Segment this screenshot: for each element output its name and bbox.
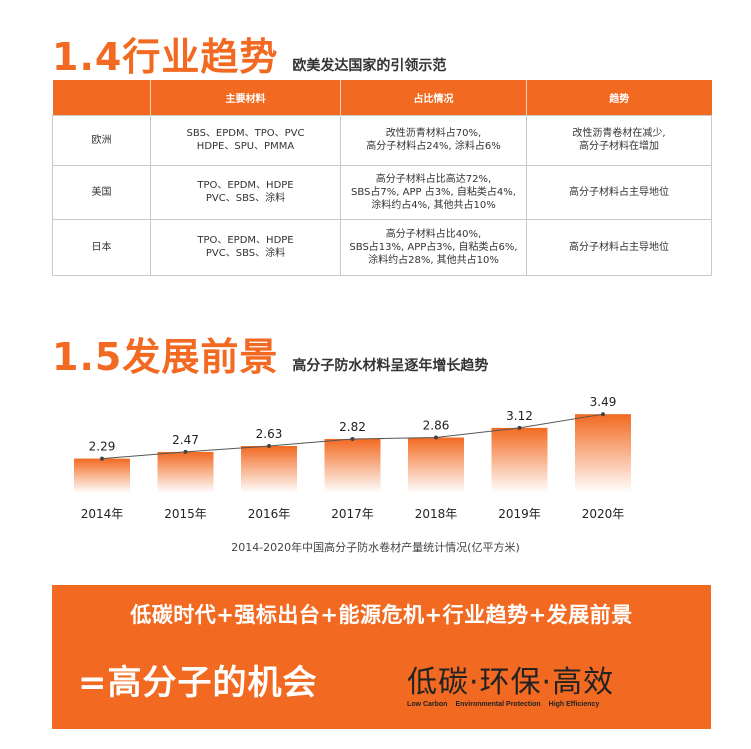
bar-2018年 [408,437,464,493]
region-cell: 欧洲 [52,114,151,166]
region-cell: 日本 [52,218,151,276]
data-point [267,444,271,449]
category-label: 2019年 [498,507,541,521]
value-label: 3.49 [590,395,617,409]
data-point [601,412,605,417]
data-point [434,435,438,440]
category-label: 2014年 [81,507,124,521]
table-header-cell: 主要材料 [150,80,341,115]
materials-cell: TPO、EPDM、HDPE PVC、SBS、涂料 [150,218,341,276]
category-label: 2018年 [415,507,458,521]
table-row: 日本 TPO、EPDM、HDPE PVC、SBS、涂料 高分子材料占比40%, … [52,218,712,276]
share-cell: 高分子材料占比40%, SBS占13%, APP占3%, 自粘类占6%, 涂料约… [340,218,527,276]
bar-2016年 [241,446,297,493]
trend-cell: 高分子材料占主导地位 [526,164,712,220]
table-header-row: 主要材料 占比情况 趋势 [52,80,712,115]
section-trend-title: 1.4行业趋势 [52,35,279,79]
trend-table: 主要材料 占比情况 趋势 欧洲 SBS、EPDM、TPO、PVC HDPE、SP… [52,80,712,276]
table-row: 欧洲 SBS、EPDM、TPO、PVC HDPE、SPU、PMMA 改性沥青材料… [52,114,712,166]
section-trend-header: 1.4行业趋势 欧美发达国家的引领示范 [52,26,446,81]
slogan-en-item: High Efficiency [548,701,600,708]
chart-caption: 2014-2020年中国高分子防水卷材产量统计情况(亿平方米) [231,541,520,554]
section-trend-subtitle: 欧美发达国家的引领示范 [292,58,447,74]
trend-cell: 改性沥青卷材在减少, 高分子材料在增加 [526,114,712,166]
data-point [517,425,522,430]
banner-slogan: 低碳·环保·高效 [407,665,615,700]
section-prospect-header: 1.5发展前景 高分子防水材料呈逐年增长趋势 [52,326,488,381]
section-prospect-title: 1.5发展前景 [52,335,279,379]
table-header-cell: 占比情况 [340,80,527,115]
category-label: 2020年 [582,507,625,521]
bar-2020年 [575,414,631,493]
banner-opportunity-text: =高分子的机会 [78,663,318,703]
table-header-cell [52,80,151,115]
region-cell: 美国 [52,164,151,220]
category-label: 2016年 [248,507,291,521]
table-row: 美国 TPO、EPDM、HDPE PVC、SBS、涂料 高分子材料占比高达72%… [52,164,712,220]
share-cell: 改性沥青材料占70%, 高分子材料占24%, 涂料占6% [340,114,527,166]
data-point [350,436,355,441]
bar-2014年 [74,458,130,493]
materials-cell: SBS、EPDM、TPO、PVC HDPE、SPU、PMMA [150,114,341,166]
opportunity-banner: 低碳时代+强标出台+能源危机+行业趋势+发展前景 =高分子的机会 低碳·环保·高… [52,585,711,729]
category-label: 2017年 [331,507,374,521]
bar-2017年 [324,438,381,493]
value-label: 2.82 [339,420,366,434]
banner-headline: 低碳时代+强标出台+能源危机+行业趋势+发展前景 [130,603,633,627]
data-point [100,456,104,461]
banner-slogan-english: Low Carbon Environmental Protection High… [407,701,599,708]
share-cell: 高分子材料占比高达72%, SBS占7%, APP 占3%, 自粘类占4%, 涂… [340,164,527,220]
materials-cell: TPO、EPDM、HDPE PVC、SBS、涂料 [150,164,341,220]
trend-cell: 高分子材料占主导地位 [526,218,712,276]
category-label: 2015年 [164,507,207,521]
value-label: 2.47 [172,433,199,447]
bar-2015年 [157,451,214,493]
slogan-en-item: Low Carbon [407,701,448,708]
section-prospect-subtitle: 高分子防水材料呈逐年增长趋势 [292,358,489,374]
data-point [183,449,188,454]
production-bar-chart: 2.29 2014年 2.47 2015年 2.63 2016年 2.82 2017年 2.86… [74,395,631,521]
value-label: 3.12 [506,409,533,423]
bar-2019年 [491,427,548,493]
value-label: 2.63 [256,427,283,441]
slogan-en-item: Environmental Protection [455,701,541,708]
value-label: 2.86 [423,419,450,433]
table-header-cell: 趋势 [526,80,712,115]
value-label: 2.29 [89,440,116,454]
